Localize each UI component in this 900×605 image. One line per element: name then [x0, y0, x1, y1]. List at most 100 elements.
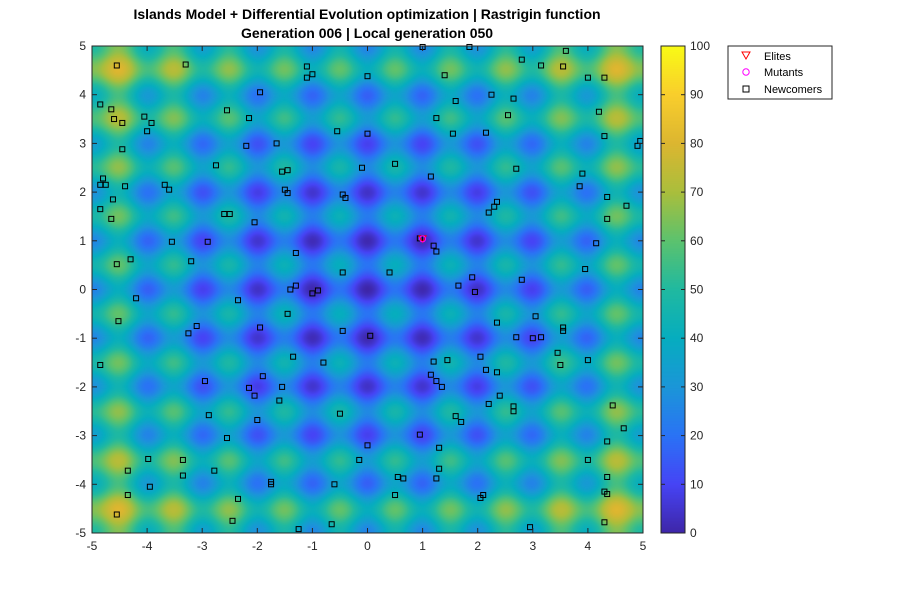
- y-tick-label: -2: [75, 380, 86, 394]
- x-tick-label: -1: [307, 539, 318, 553]
- newcomer-point: [436, 444, 443, 451]
- newcomer-point: [328, 521, 335, 528]
- newcomer-point: [392, 492, 399, 499]
- newcomer-point: [485, 400, 492, 407]
- newcomers-series: [97, 43, 644, 533]
- newcomer-point: [268, 478, 275, 485]
- newcomer-point: [601, 519, 608, 526]
- newcomer-point: [579, 170, 586, 177]
- y-tick-label: 0: [79, 283, 86, 297]
- newcomer-point: [433, 475, 440, 482]
- y-tick-label: -3: [75, 429, 86, 443]
- newcomer-point: [133, 295, 140, 302]
- newcomer-point: [493, 369, 500, 376]
- newcomer-point: [560, 327, 567, 334]
- newcomer-point: [527, 524, 534, 531]
- newcomer-point: [287, 286, 294, 293]
- newcomer-point: [427, 173, 434, 180]
- colorbar-tick-label: 80: [690, 136, 704, 150]
- newcomer-point: [427, 371, 434, 378]
- newcomer-point: [279, 383, 286, 390]
- newcomer-point: [513, 165, 520, 172]
- newcomer-point: [488, 91, 495, 98]
- newcomer-point: [290, 353, 297, 360]
- newcomer-point: [251, 219, 258, 226]
- newcomer-point: [584, 357, 591, 364]
- legend-newcomers-marker: [742, 85, 750, 93]
- newcomer-point: [119, 119, 126, 126]
- newcomer-point: [513, 334, 520, 341]
- newcomer-point: [496, 392, 503, 399]
- newcomer-point: [438, 383, 445, 390]
- newcomer-point: [532, 313, 539, 320]
- newcomer-point: [251, 392, 258, 399]
- newcomer-point: [223, 107, 230, 114]
- colorbar-tick-label: 30: [690, 380, 704, 394]
- newcomer-point: [601, 133, 608, 140]
- newcomer-point: [505, 112, 512, 119]
- newcomer-point: [452, 413, 459, 420]
- x-tick-label: 5: [640, 539, 647, 553]
- newcomer-point: [235, 297, 242, 304]
- newcomer-point: [436, 465, 443, 472]
- newcomer-point: [279, 168, 286, 175]
- x-tick-label: 3: [529, 539, 536, 553]
- legend-elites-marker: [741, 51, 751, 61]
- newcomer-point: [582, 266, 589, 273]
- newcomer-point: [295, 526, 302, 533]
- newcomer-point: [430, 358, 437, 365]
- newcomer-point: [146, 483, 153, 490]
- newcomer-point: [510, 95, 517, 102]
- newcomer-point: [452, 98, 459, 105]
- newcomer-point: [562, 47, 569, 54]
- legend-mutants-marker: [742, 68, 750, 76]
- x-tick-label: 4: [585, 539, 592, 553]
- newcomer-point: [113, 261, 120, 268]
- newcomer-point: [292, 249, 299, 256]
- newcomer-point: [356, 456, 363, 463]
- newcomer-point: [254, 417, 261, 424]
- newcomer-point: [193, 323, 200, 330]
- newcomer-point: [554, 349, 561, 356]
- newcomer-point: [179, 472, 186, 479]
- newcomer-point: [336, 410, 343, 417]
- y-tick-label: -5: [75, 526, 86, 540]
- newcomer-point: [141, 113, 148, 120]
- newcomer-point: [331, 481, 338, 488]
- legend-mutants-label: Mutants: [764, 67, 804, 79]
- mutant-point: [419, 235, 427, 243]
- newcomer-point: [102, 181, 109, 188]
- y-tick-label: 3: [79, 136, 86, 150]
- newcomer-point: [100, 175, 107, 182]
- chart-title: Islands Model + Differential Evolution o…: [133, 6, 600, 22]
- newcomer-point: [314, 287, 321, 294]
- newcomer-point: [339, 327, 346, 334]
- newcomer-point: [449, 130, 456, 137]
- newcomer-point: [119, 146, 126, 153]
- newcomer-point: [145, 455, 152, 462]
- newcomer-point: [113, 62, 120, 69]
- newcomer-point: [257, 324, 264, 331]
- newcomer-point: [226, 211, 233, 218]
- newcomer-point: [560, 324, 567, 331]
- newcomer-point: [124, 467, 131, 474]
- x-tick-label: -3: [197, 539, 208, 553]
- newcomer-point: [604, 473, 611, 480]
- chart-subtitle: Generation 006 | Local generation 050: [241, 25, 493, 41]
- newcomer-point: [168, 238, 175, 245]
- newcomer-point: [246, 384, 253, 391]
- newcomer-point: [584, 456, 591, 463]
- y-tick-label: -1: [75, 331, 86, 345]
- newcomer-point: [482, 366, 489, 373]
- newcomer-point: [284, 310, 291, 317]
- y-tick-label: 1: [79, 234, 86, 248]
- y-axis: -5 -4 -3 -2 -1 0 1 2 3 4 5: [75, 39, 643, 540]
- newcomer-point: [229, 517, 236, 524]
- newcomer-point: [444, 357, 451, 364]
- newcomer-point: [303, 63, 310, 70]
- y-tick-label: 5: [79, 39, 86, 53]
- x-tick-label: 1: [419, 539, 426, 553]
- newcomer-point: [113, 511, 120, 518]
- newcomer-point: [455, 282, 462, 289]
- newcomer-point: [111, 116, 118, 123]
